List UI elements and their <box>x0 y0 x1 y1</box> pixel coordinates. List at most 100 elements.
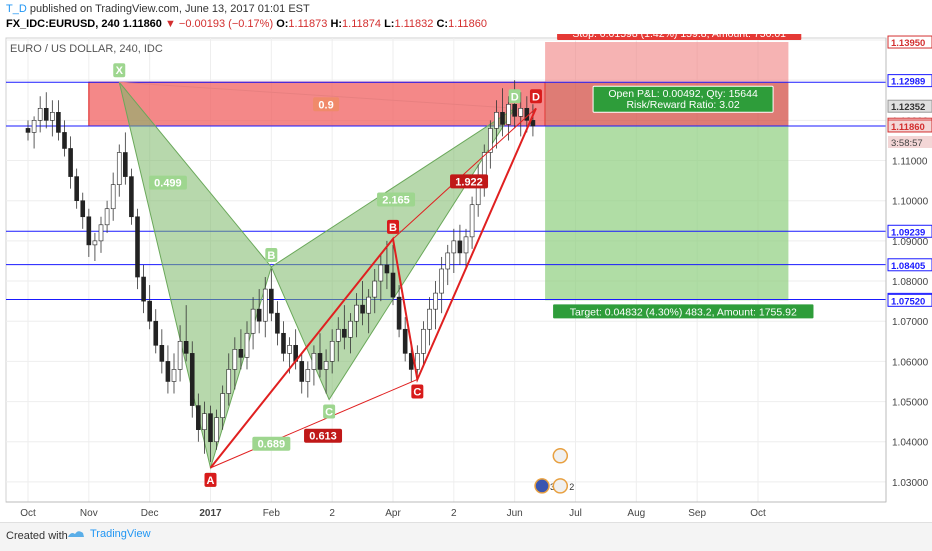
candle-body <box>208 413 213 443</box>
high-value: 1.11874 <box>342 18 381 30</box>
candle-body <box>427 308 432 330</box>
time-tick-label: Jul <box>569 508 582 519</box>
candle-body <box>512 103 517 117</box>
eu-flag-icon[interactable] <box>534 478 550 494</box>
author-link[interactable]: T_D <box>6 3 27 15</box>
bat-point-label: D <box>511 91 519 103</box>
candle-body <box>244 332 250 358</box>
abcd-ratio-label-bg <box>450 174 489 189</box>
time-tick-label: 2 <box>329 508 335 519</box>
candle-body <box>25 128 31 133</box>
target-zone[interactable] <box>545 125 789 301</box>
created-with-text: Created with <box>6 530 68 542</box>
price-chart[interactable]: XABCD0.4990.6892.1650.9ABCD0.6131.922Sto… <box>0 34 932 522</box>
candle-body <box>68 148 73 177</box>
abcd-point-label-bg <box>411 384 424 399</box>
abcd-ratio-label-bg <box>304 428 343 443</box>
abcd-point-label: B <box>389 222 397 234</box>
candle-body <box>506 103 511 125</box>
price-tick-label: 1.05000 <box>892 398 929 409</box>
candle-body <box>433 292 438 310</box>
last-price: 1.11860 <box>122 18 162 30</box>
bat-point-label: X <box>116 65 124 77</box>
bat-ratio-label-bg <box>377 192 416 207</box>
bat-point-label: C <box>325 407 333 419</box>
bat-point-label-bg <box>508 89 521 104</box>
us-flag-icon[interactable] <box>552 448 569 464</box>
event-count: 3 <box>550 482 555 492</box>
time-axis[interactable]: Oct Nov Dec 2017 Feb 2 Apr 2 Jun Jul Aug Sep Oct <box>6 501 886 519</box>
pnl-box[interactable] <box>592 85 774 113</box>
candle-body <box>220 393 225 418</box>
candles <box>25 80 536 462</box>
bat-point-label-bg <box>265 247 278 262</box>
candle-body <box>196 405 201 430</box>
candle-body <box>226 369 232 394</box>
candle-body <box>269 288 274 314</box>
bd-line <box>392 107 537 240</box>
candle-body <box>214 417 219 443</box>
candle-body <box>62 132 67 149</box>
candle-body <box>372 280 378 298</box>
price-tag: 1.07520 <box>891 296 925 307</box>
candle-body <box>463 236 469 254</box>
candle-body <box>378 264 384 282</box>
open-label: O: <box>276 18 289 30</box>
price-tick-label: 1.07000 <box>892 317 929 328</box>
candle-body <box>74 176 79 202</box>
chart-title: EURO / US DOLLAR, 240, IDC <box>10 43 163 55</box>
time-tick-label: Feb <box>263 508 281 519</box>
candle-body <box>488 128 493 153</box>
candle-body <box>232 349 238 370</box>
price-tag-bg <box>887 293 932 307</box>
tradingview-link[interactable]: TradingView <box>66 528 151 540</box>
candle-body <box>147 300 152 322</box>
candle-body <box>92 240 98 246</box>
close-label: C: <box>436 18 449 30</box>
candle-body <box>43 108 49 121</box>
quote-line: FX_IDC:EURUSD, 240 1.11860 ▼ −0.00193 (−… <box>6 18 487 30</box>
ac-line <box>210 379 418 469</box>
candle-body <box>445 252 451 270</box>
time-tick-label: Sep <box>688 508 706 519</box>
open-value: 1.11873 <box>288 18 328 30</box>
risk-reward-label: Risk/Reward Ratio: 3.02 <box>626 99 739 111</box>
symbol-label[interactable]: FX_IDC:EURUSD, 240 <box>6 18 120 30</box>
bat-ratio-label-bg <box>252 436 291 451</box>
candle-body <box>500 112 505 125</box>
candle-body <box>189 353 195 406</box>
candle-body <box>354 304 359 322</box>
abcd-line[interactable] <box>209 107 537 469</box>
candle-body <box>202 413 207 430</box>
time-tick-label: Nov <box>80 508 98 519</box>
low-value: 1.11832 <box>394 18 434 30</box>
high-label: H: <box>330 18 343 30</box>
candle-body <box>86 216 92 246</box>
abcd-point-label: C <box>413 386 421 398</box>
us-flag-icon[interactable] <box>552 478 569 494</box>
bat-point-label-bg <box>323 404 336 419</box>
abcd-point-label: D <box>532 91 540 103</box>
candle-body <box>31 120 37 133</box>
abcd-ratio-label: 0.613 <box>309 431 337 443</box>
abcd-point-label-bg <box>387 219 399 234</box>
time-tick-label: Dec <box>141 508 159 519</box>
abcd-ratio-label: 1.922 <box>455 176 483 188</box>
pattern-lines[interactable] <box>209 107 537 469</box>
candle-body <box>159 345 165 362</box>
publish-line: T_D published on TradingView.com, June 1… <box>6 3 310 15</box>
candle-body <box>329 341 335 362</box>
candle-body <box>281 332 286 354</box>
price-change: ▼ −0.00193 (−0.17%) <box>164 18 274 30</box>
footer: Created with TradingView <box>0 522 932 551</box>
price-axis[interactable]: 1.03000 1.04000 1.05000 1.06000 1.07000 1.080… <box>885 35 932 502</box>
pnl-label: Open P&L: 0.00492, Qty: 15644 <box>608 88 758 100</box>
candle-body <box>421 328 426 354</box>
time-tick-label: Oct <box>750 508 766 519</box>
candle-body <box>342 328 347 338</box>
price-tag: 1.12352 <box>891 102 925 113</box>
bat-ratio-label-bg <box>148 175 187 190</box>
candle-body <box>317 353 323 370</box>
time-tick-label: 2017 <box>199 508 222 519</box>
stop-label-bg <box>557 34 802 41</box>
